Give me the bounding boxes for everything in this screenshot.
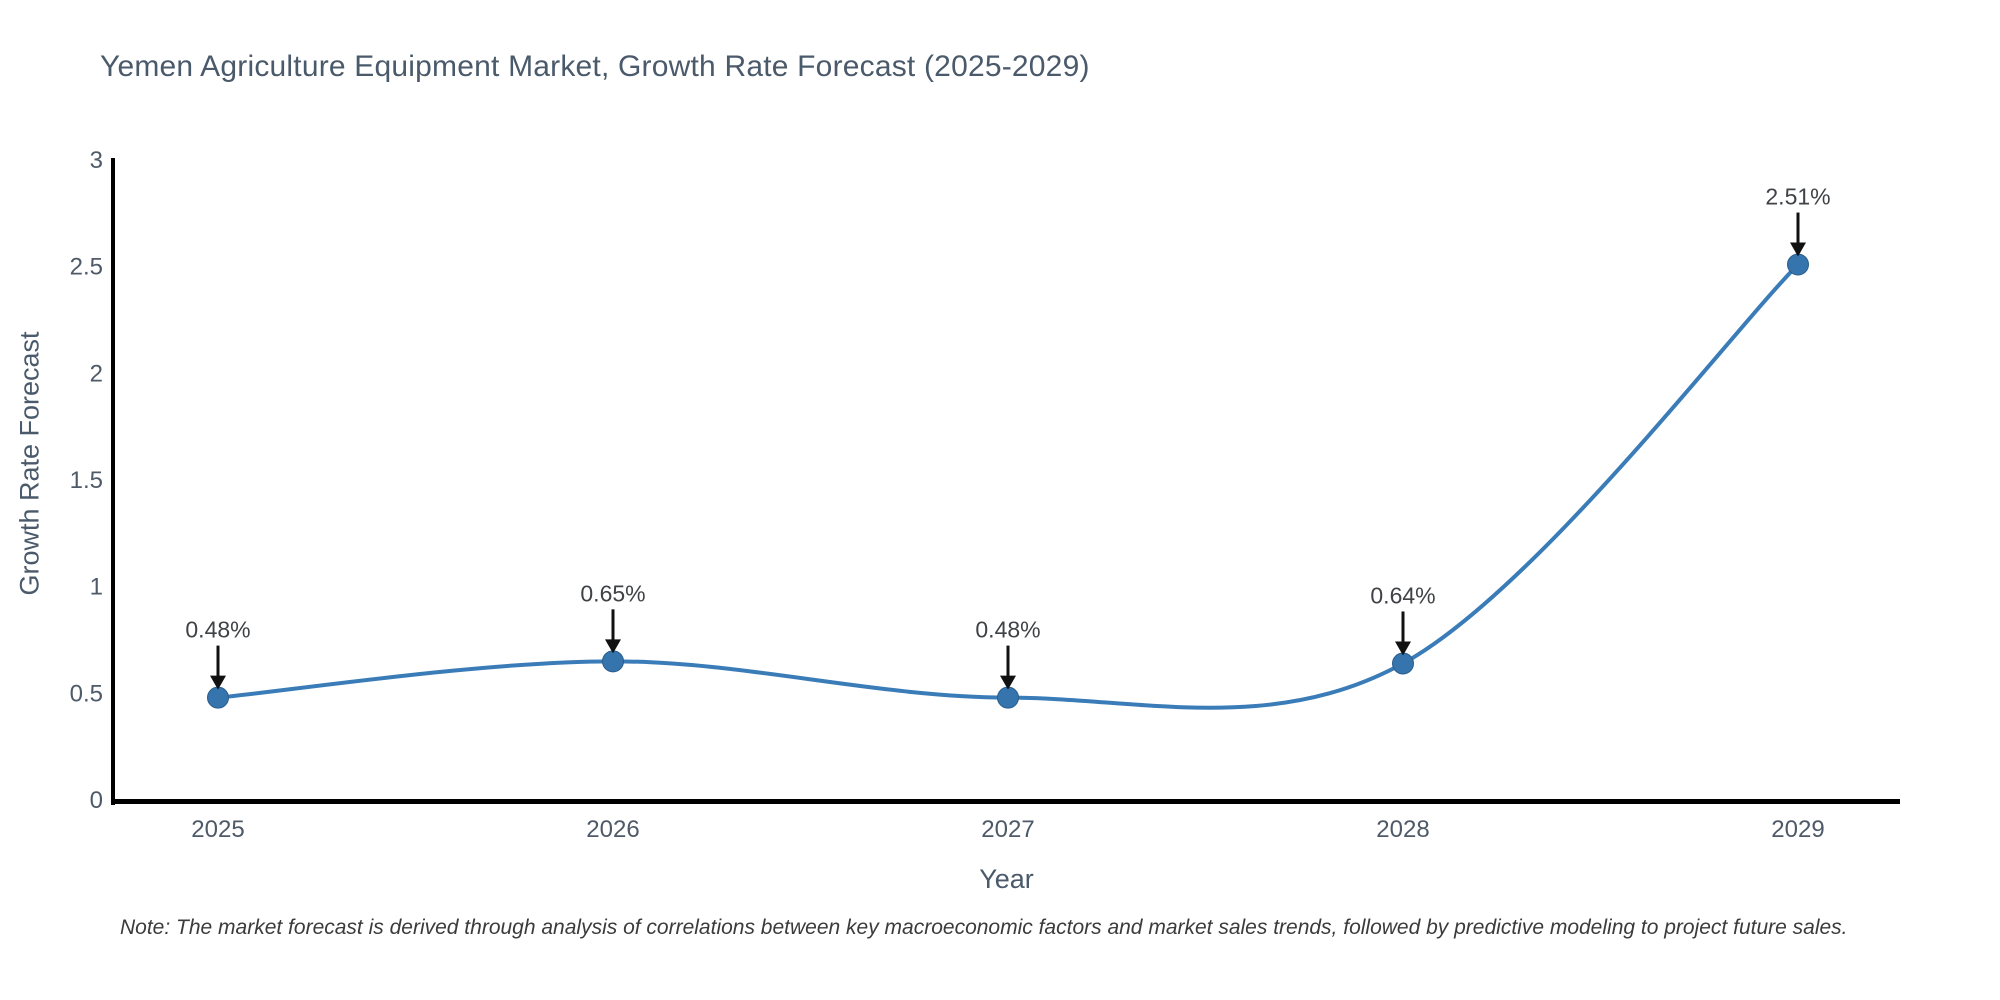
y-tick-label: 1	[90, 574, 103, 601]
y-tick-label: 0	[90, 787, 103, 814]
x-tick-label: 2028	[1376, 816, 1429, 843]
annotation-arrow-head	[210, 675, 226, 690]
data-point-label: 0.48%	[975, 617, 1040, 643]
data-point-label: 0.48%	[185, 617, 250, 643]
annotation-arrow-head	[605, 639, 621, 654]
y-tick-label: 2.5	[70, 254, 103, 281]
data-point-marker	[997, 686, 1019, 709]
y-tick-label: 2	[90, 360, 103, 387]
data-point-label: 0.65%	[580, 580, 645, 606]
y-axis-line	[111, 158, 115, 805]
chart-note: Note: The market forecast is derived thr…	[120, 916, 1848, 939]
x-tick-label: 2029	[1771, 816, 1824, 843]
y-tick-label: 0.5	[70, 680, 103, 707]
x-axis-line	[111, 799, 1900, 804]
data-point-label: 2.51%	[1765, 184, 1830, 210]
data-point-marker	[1392, 652, 1414, 675]
x-axis-title: Year	[979, 864, 1034, 894]
annotation-arrow-head	[1000, 675, 1016, 690]
data-point-marker	[207, 686, 229, 709]
data-point-marker	[602, 650, 624, 673]
y-tick-label: 1.5	[70, 467, 103, 494]
chart-title: Yemen Agriculture Equipment Market, Grow…	[100, 50, 1090, 83]
data-point-marker	[1787, 253, 1809, 276]
x-tick-label: 2027	[981, 816, 1034, 843]
annotation-arrow-head	[1395, 641, 1411, 656]
x-tick-label: 2026	[586, 816, 639, 843]
annotation-arrow-head	[1790, 242, 1806, 257]
series-line	[216, 262, 1800, 710]
y-tick-label: 3	[90, 147, 103, 174]
x-tick-label: 2025	[191, 816, 244, 843]
data-point-label: 0.64%	[1370, 582, 1435, 608]
